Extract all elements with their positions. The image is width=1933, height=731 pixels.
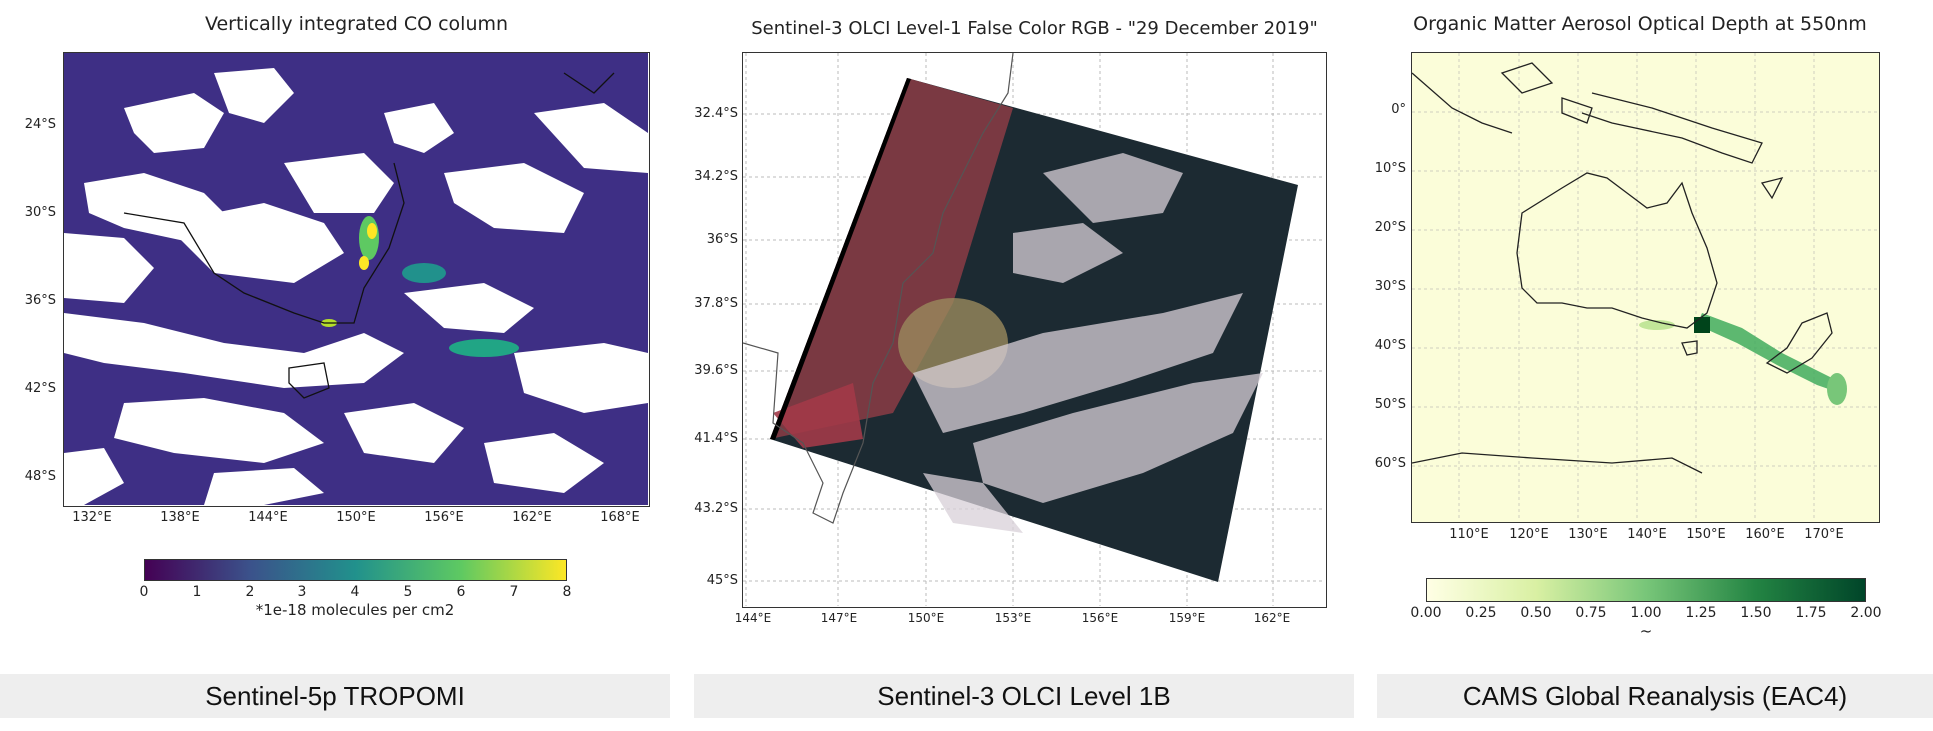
co-colorbar [144,559,567,581]
lon-label: 160°E [1745,527,1785,542]
lat-label: 37.8°S [694,296,738,311]
colorbar-tick: 6 [456,584,466,600]
lat-label: 30°S [1374,279,1406,294]
olci-map[interactable] [742,52,1327,608]
colorbar-tick: 2.00 [1850,605,1882,621]
cams-map[interactable] [1411,52,1880,523]
lat-label: 42°S [24,381,56,396]
lon-label: 138°E [160,510,200,525]
lat-label: 43.2°S [694,501,738,516]
lat-label: 36°S [706,232,738,247]
colorbar-tick: 8 [562,584,572,600]
colorbar-label: *1e-18 molecules per cm2 [255,601,455,619]
map-title: Organic Matter Aerosol Optical Depth at … [1413,13,1867,35]
map-title: Sentinel-3 OLCI Level-1 False Color RGB … [751,18,1318,39]
colorbar-tick: 0.00 [1410,605,1442,621]
colorbar-tick: 0.50 [1520,605,1552,621]
lat-label: 36°S [24,293,56,308]
lon-label: 120°E [1509,527,1549,542]
colorbar-tick: 0 [139,584,149,600]
colorbar-tick: 1.50 [1740,605,1772,621]
lon-label: 159°E [1168,611,1206,625]
lat-label: 40°S [1374,338,1406,353]
lat-label: 60°S [1374,456,1406,471]
colorbar-tick: 4 [350,584,360,600]
lat-label: 10°S [1374,161,1406,176]
lat-label: 32.4°S [694,106,738,121]
lon-label: 153°E [994,611,1032,625]
lon-label: 144°E [248,510,288,525]
lon-label: 150°E [1686,527,1726,542]
lon-label: 132°E [72,510,112,525]
colorbar-tick: 7 [509,584,519,600]
lon-label: 147°E [820,611,858,625]
colorbar-tick: 0.75 [1575,605,1607,621]
lat-label: 0° [1391,102,1406,117]
grid-lines [1412,53,1878,521]
lat-label: 41.4°S [694,431,738,446]
lon-label: 150°E [907,611,945,625]
lon-label: 140°E [1627,527,1667,542]
co-plume [321,216,519,357]
lon-label: 150°E [336,510,376,525]
colorbar-tick: 3 [297,584,307,600]
lat-label: 45°S [706,573,738,588]
colorbar-tick: 5 [403,584,413,600]
colorbar-label: ~ [1639,622,1653,640]
footer-caption: CAMS Global Reanalysis (EAC4) [1377,674,1933,718]
map-title: Vertically integrated CO column [204,13,509,35]
lon-label: 170°E [1804,527,1844,542]
lon-label: 156°E [424,510,464,525]
cams-colorbar [1426,578,1866,602]
co-map[interactable] [63,52,650,507]
lat-label: 48°S [24,469,56,484]
lon-label: 144°E [734,611,772,625]
lon-label: 162°E [1253,611,1291,625]
lon-label: 110°E [1449,527,1489,542]
colorbar-tick: 1.00 [1630,605,1662,621]
lat-label: 24°S [24,117,56,132]
cloud-cover [913,153,1263,533]
lon-label: 168°E [600,510,640,525]
colorbar-tick: 1.75 [1795,605,1827,621]
colorbar-tick: 1 [192,584,202,600]
lon-label: 130°E [1568,527,1608,542]
lat-label: 50°S [1374,397,1406,412]
colorbar-tick: 2 [245,584,255,600]
coastline [1412,62,1833,474]
lat-label: 39.6°S [694,363,738,378]
footer-caption: Sentinel-5p TROPOMI [0,674,670,718]
footer-caption: Sentinel-3 OLCI Level 1B [694,674,1354,718]
lon-label: 156°E [1081,611,1119,625]
coastline [743,53,1014,524]
coastline [123,162,405,324]
aerosol-plume [1639,313,1847,405]
lon-label: 162°E [512,510,552,525]
colorbar-tick: 0.25 [1465,605,1497,621]
lat-label: 30°S [24,205,56,220]
lat-label: 20°S [1374,220,1406,235]
cloud-mask [64,68,648,505]
colorbar-tick: 1.25 [1685,605,1717,621]
lat-label: 34.2°S [694,169,738,184]
